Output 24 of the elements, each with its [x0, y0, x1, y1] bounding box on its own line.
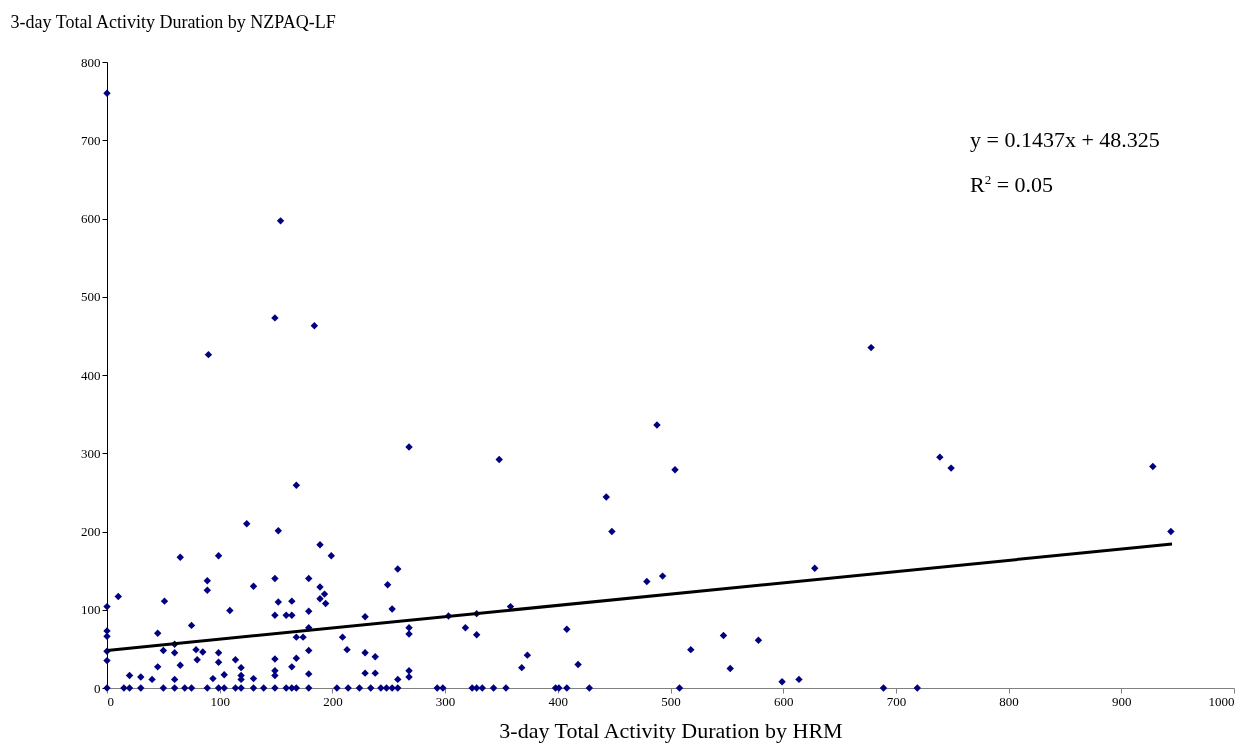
x-tick-label: 600	[773, 693, 794, 709]
x-tick-label: 900	[1112, 693, 1132, 709]
x-tick-label: 0	[107, 693, 114, 709]
x-tick-label: 100	[210, 693, 230, 709]
y-tick-label: 200	[81, 524, 101, 539]
y-tick-label: 300	[81, 445, 101, 461]
y-tick-label: 800	[81, 54, 101, 70]
annotation: R$^{2}$ = 0.05	[970, 172, 1054, 199]
y-tick-label: 600	[81, 211, 101, 226]
x-tick-label: 500	[661, 693, 681, 709]
x-tick-label: 1000	[1208, 693, 1235, 709]
x-tick-label: 300	[435, 693, 456, 709]
x-axis-title: 3-day Total Activity Duration by HRM	[499, 717, 843, 743]
y-tick-label: 400	[81, 367, 101, 383]
x-tick-label: 200	[323, 693, 343, 709]
x-tick-label: 400	[548, 693, 569, 709]
y-tick-label: 500	[81, 289, 101, 305]
annotation: y = 0.1437x + 48.325	[970, 127, 1160, 153]
y-axis-title: 3-day Total Activity Duration by NZPAQ-LF	[10, 11, 336, 32]
y-tick-label: 700	[81, 132, 101, 148]
y-tick-label: 100	[81, 602, 101, 618]
y-tick-label: 0	[94, 680, 101, 696]
x-tick-label: 700	[886, 693, 907, 709]
x-tick-label: 800	[999, 693, 1019, 709]
